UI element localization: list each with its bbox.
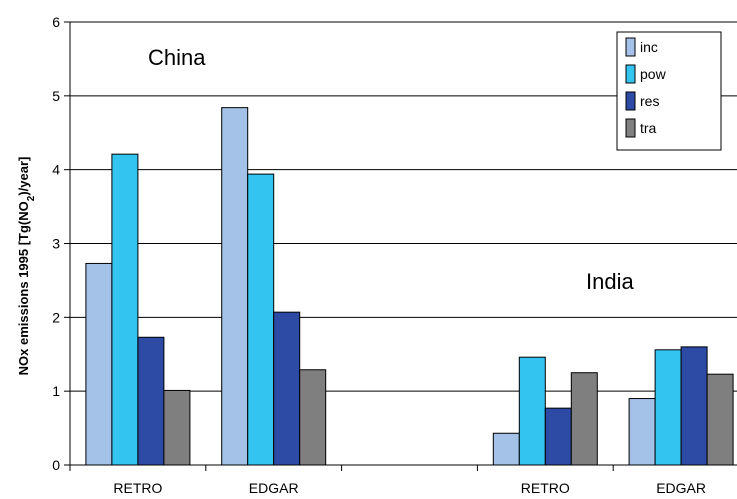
legend-label-inc: inc — [640, 39, 658, 55]
bar-pow — [111, 153, 139, 466]
y-axis-label-end: )/year] — [16, 157, 31, 196]
x-tick-label: EDGAR — [249, 480, 299, 496]
annotation-china: China — [148, 45, 206, 70]
gridlines — [70, 21, 737, 392]
y-tick-label: 3 — [52, 236, 60, 252]
bars — [85, 107, 734, 466]
bar-pow — [518, 356, 546, 466]
bar-inc — [628, 398, 656, 466]
x-tick-label: EDGAR — [656, 480, 706, 496]
legend-items: inc pow res tra — [625, 37, 667, 138]
bar-res — [273, 311, 301, 466]
y-tick-label: 0 — [52, 457, 60, 473]
legend-swatch-tra — [625, 118, 636, 138]
legend-label-tra: tra — [640, 120, 657, 136]
y-tick-label: 4 — [52, 162, 60, 178]
legend-label-pow: pow — [640, 66, 667, 82]
y-tick-labels: 0 1 2 3 4 5 6 — [52, 14, 60, 473]
y-tick-label: 2 — [52, 309, 60, 325]
legend-label-res: res — [640, 93, 659, 109]
y-tick-label: 1 — [52, 383, 60, 399]
x-tick-labels: RETRO EDGAR RETRO EDGAR — [113, 480, 706, 496]
bar-tra — [163, 389, 191, 466]
axes — [64, 21, 737, 471]
bar-res — [544, 407, 572, 466]
bar-inc — [85, 262, 113, 466]
legend: inc pow res tra — [616, 31, 722, 151]
bar-tra — [706, 373, 734, 466]
bar-res — [680, 346, 708, 466]
bar-inc — [492, 432, 520, 466]
annotation-india: India — [586, 269, 634, 294]
bar-inc — [221, 107, 249, 466]
x-tick-label: RETRO — [113, 480, 162, 496]
bar-pow — [247, 173, 275, 466]
y-axis-label-main: NOx emissions 1995 [Tg(NO — [16, 201, 31, 375]
y-tick-label: 5 — [52, 88, 60, 104]
bar-pow — [654, 349, 682, 466]
legend-swatch-inc — [625, 37, 636, 57]
y-axis-label-subscript: 2 — [26, 195, 37, 201]
y-axis-label: NOx emissions 1995 [Tg(NO2)/year] — [16, 157, 37, 376]
bar-tra — [299, 369, 327, 466]
y-tick-label: 6 — [52, 14, 60, 30]
legend-swatch-res — [625, 91, 636, 111]
bar-res — [137, 336, 165, 466]
bar-tra — [570, 372, 598, 466]
x-tick-label: RETRO — [521, 480, 570, 496]
legend-swatch-pow — [625, 64, 636, 84]
